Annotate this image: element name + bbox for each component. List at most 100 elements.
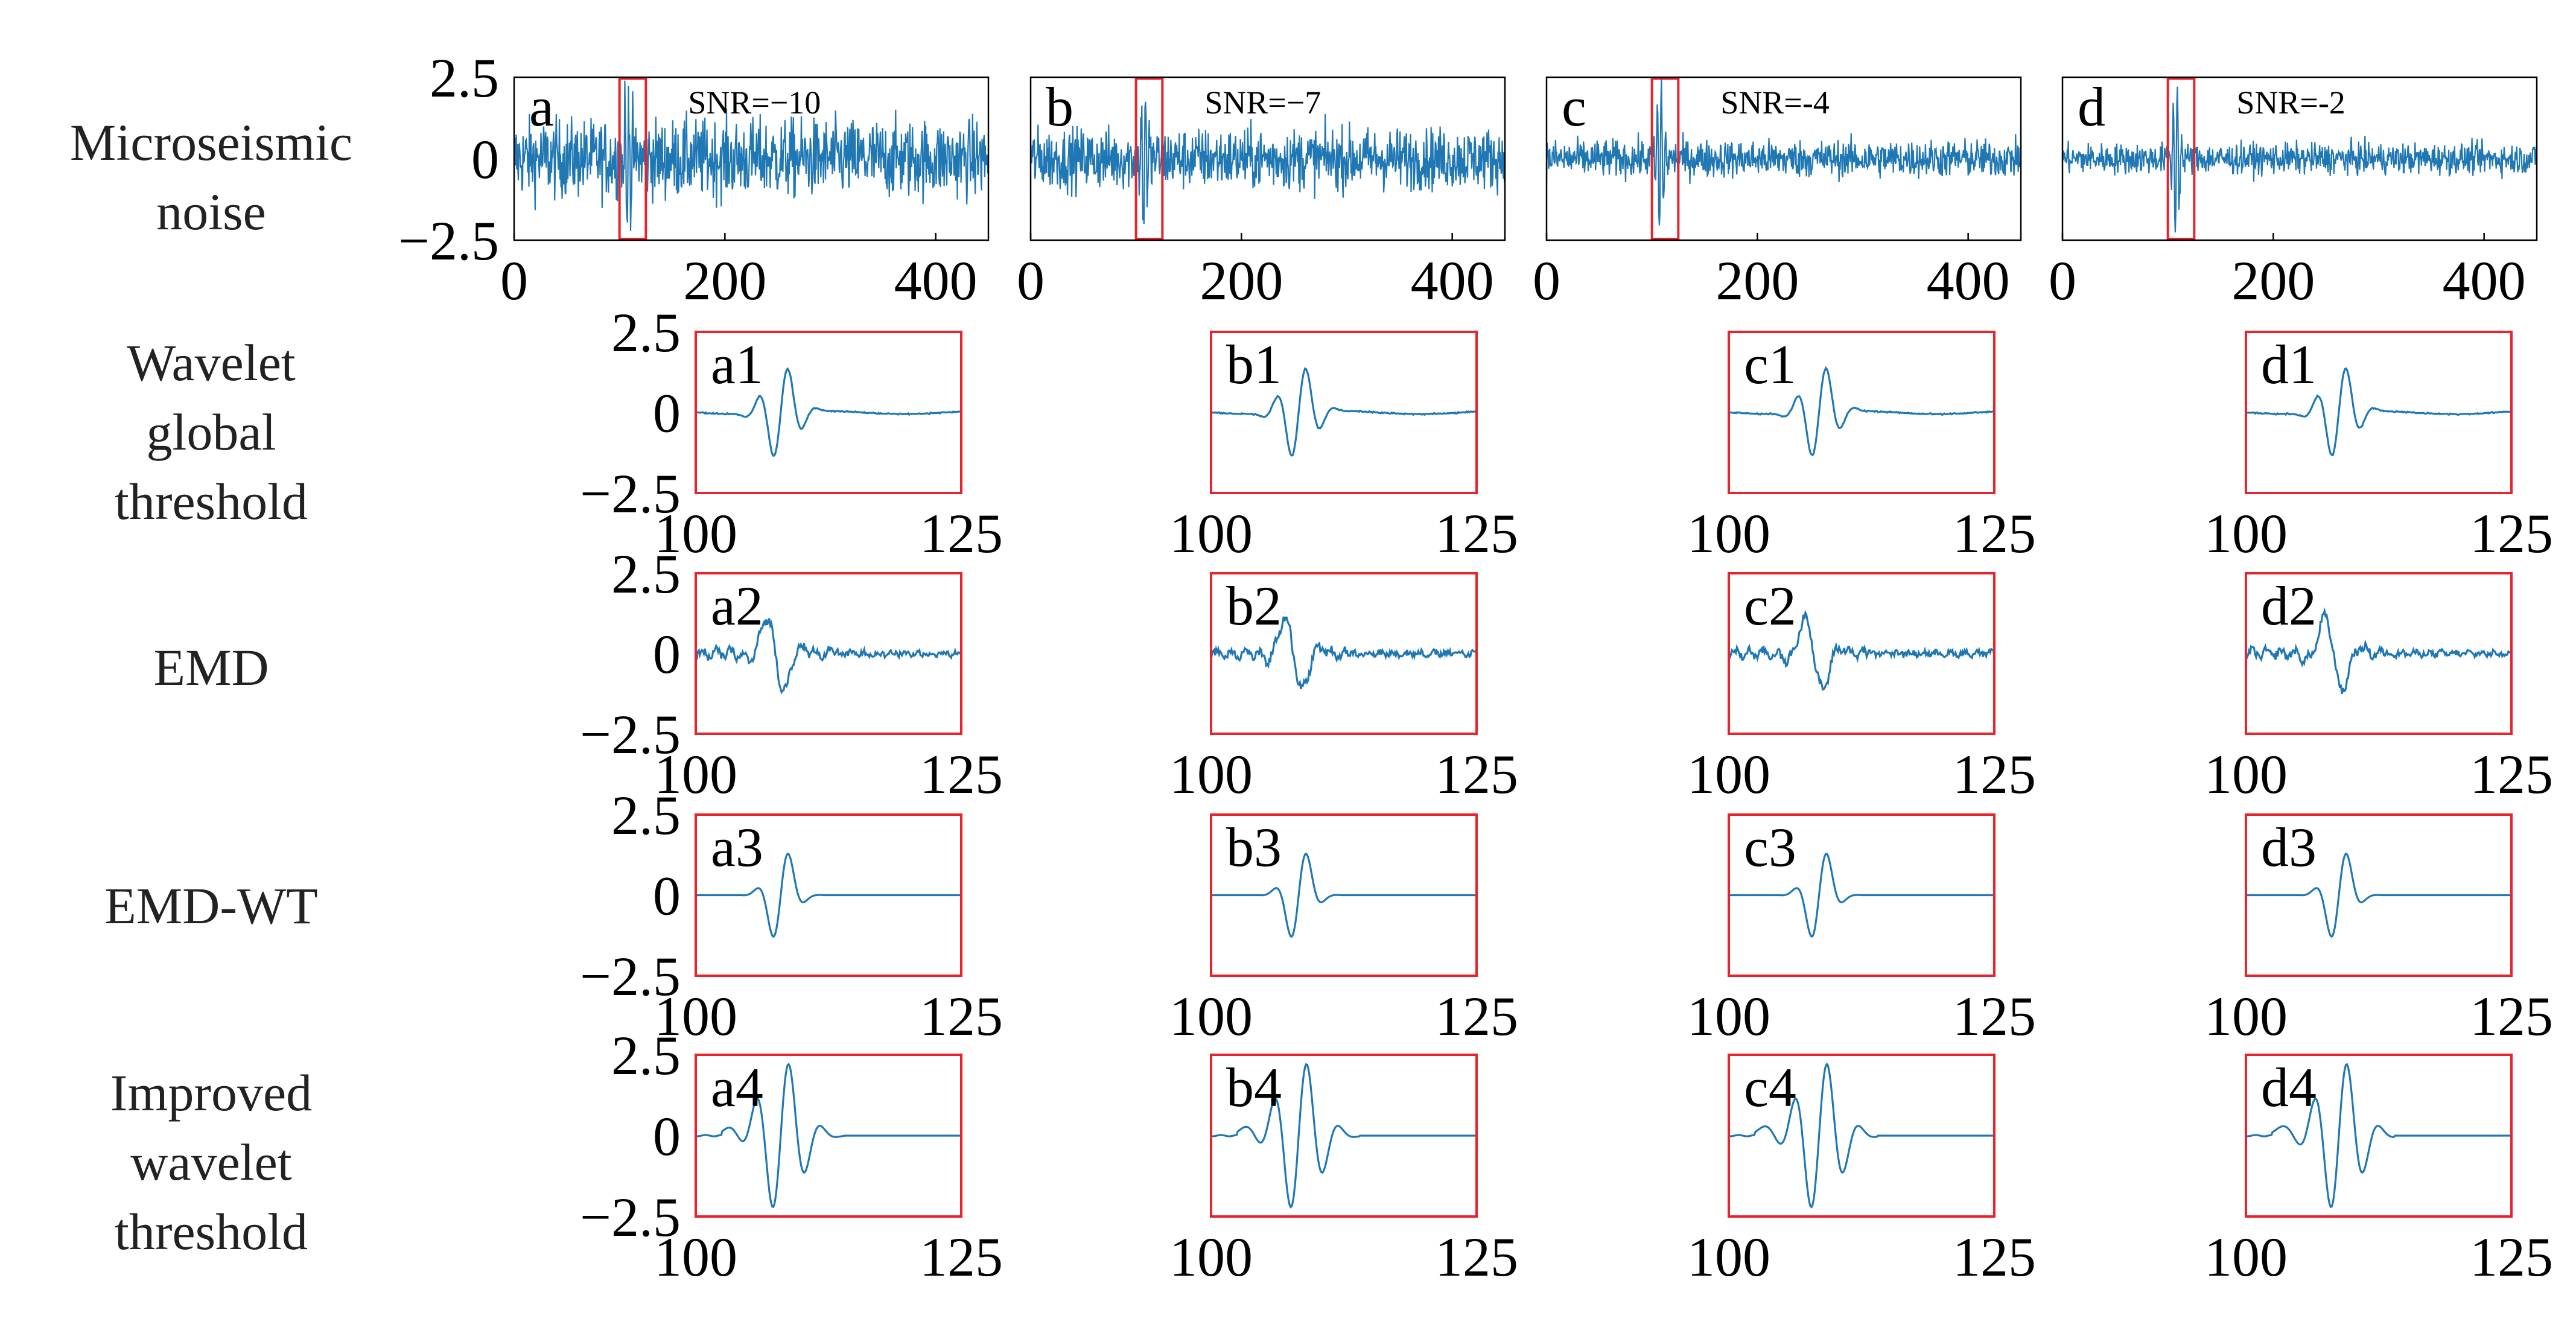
zoom-y-tick-label-a4-0: 0 [653,1105,681,1167]
row-label-improved-line-3: threshold [115,1203,308,1261]
panel-label-a4: a4 [711,1057,763,1118]
panel-label-a1: a1 [711,334,763,395]
zoom-panel-b2: b2 100 125 [1169,572,1518,805]
zoom-x-tick-label-b1-100: 100 [1169,503,1253,564]
panel-letter-b: b [1046,76,1073,138]
zoom-y-tick-label-a3-2.5: 2.5 [611,784,681,846]
zoom-y-tick-label-a2-0: 0 [653,623,681,685]
zoom-trace-b3 [1211,852,1477,938]
noise-x-tick-label-d-200: 200 [2231,250,2315,311]
zoom-x-tick-label-b3-100: 100 [1169,985,1253,1047]
zoom-frame-d2 [2245,572,2513,735]
zoom-frame-a4 [695,1054,962,1218]
snr-label-b: SNR=−7 [1204,84,1321,121]
noise-trace-b [1029,101,1506,224]
zoom-x-tick-label-c3-100: 100 [1687,985,1770,1047]
zoom-frame-b3 [1210,813,1478,977]
panel-label-b4: b4 [1226,1057,1282,1118]
zoom-panel-b4: b4 100 125 [1169,1054,1518,1288]
noise-x-tick-label-d-0: 0 [2049,250,2076,311]
zoom-panel-b3: b3 100 125 [1169,813,1518,1047]
zoom-trace-a1 [695,367,962,457]
zoom-trace-c4 [1728,1062,1994,1209]
panel-label-c1: c1 [1744,334,1796,395]
row-labels: Microseismic noise Wavelet global threshold E… [70,113,352,1261]
noise-axes-frame-c [1545,76,2022,241]
zoom-frame-a3 [695,813,962,977]
noise-x-tick-label-c-0: 0 [1533,250,1560,311]
zoom-panel-c3: c3 100 125 [1687,813,2036,1047]
snr-label-a: SNR=−10 [688,84,821,121]
zoom-trace-b4 [1210,1063,1477,1209]
zoom-y-tick-label-a4--2.5: −2.5 [580,1186,681,1248]
zoom-panel-a4: a4 100 125 2.5 0 −2.5 [580,1025,1003,1288]
snr-label-d: SNR=-2 [2236,84,2345,121]
highlight-window-b [1134,77,1164,240]
panel-label-a2: a2 [711,575,763,637]
panel-letter-a: a [529,76,554,138]
noise-x-tick-label-c-400: 400 [1927,250,2010,311]
zoom-frame-b4 [1210,1054,1478,1218]
zoom-y-tick-label-a3--2.5: −2.5 [580,946,681,1007]
panel-label-b1: b1 [1226,334,1282,395]
zoom-y-tick-label-a4-2.5: 2.5 [611,1025,681,1086]
noise-panel-c: c SNR=-4 0 200 400 [1533,76,2022,311]
zoom-x-tick-label-b4-125: 125 [1435,1226,1518,1288]
panel-label-d4: d4 [2261,1057,2317,1118]
zoom-trace-d1 [2245,367,2512,457]
noise-x-tick-label-a-400: 400 [894,250,978,311]
noise-panel-d: d SNR=-2 0 200 400 [2049,76,2538,311]
zoom-frame-d4 [2245,1054,2513,1218]
zoom-frame-b1 [1210,331,1478,494]
zoom-x-tick-label-c3-125: 125 [1953,985,2036,1047]
zoom-frame-d1 [2245,331,2513,494]
zoom-trace-d2 [2245,607,2513,695]
zoom-x-tick-label-d1-125: 125 [2470,503,2553,564]
zoom-trace-d4 [2245,1063,2511,1209]
panel-label-d1: d1 [2261,334,2317,395]
row-label-improved-line-2: wavelet [130,1133,292,1191]
zoom-x-tick-label-d1-100: 100 [2204,503,2288,564]
zoom-trace-b1 [1210,367,1477,457]
highlight-window-c [1650,77,1680,240]
zoom-trace-b2 [1210,616,1478,690]
zoom-frame-b2 [1210,572,1478,735]
noise-x-tick-label-a-200: 200 [683,250,766,311]
zoom-panel-d2: d2 100 125 [2204,572,2553,805]
panel-letter-d: d [2078,76,2105,138]
zoom-trace-c2 [1728,609,1996,691]
zoom-trace-c3 [1729,853,1994,938]
zoom-y-tick-label-a1--2.5: −2.5 [580,463,681,524]
zoom-x-tick-label-d3-125: 125 [2470,985,2553,1047]
highlight-window-d [2166,77,2196,240]
snr-label-c: SNR=-4 [1720,84,1829,121]
zoom-frame-c2 [1728,572,1996,735]
panel-label-b3: b3 [1226,816,1282,878]
zoom-panel-d1: d1 100 125 [2204,331,2553,564]
zoom-frame-c1 [1728,331,1996,494]
noise-axes-frame-b [1029,76,1506,241]
zoom-x-tick-label-a3-100: 100 [654,985,737,1047]
panel-letter-c: c [1562,76,1586,138]
zoom-x-tick-label-a4-100: 100 [654,1226,737,1288]
zoom-panel-b1: b1 100 125 [1169,331,1518,564]
zoom-trace-a4 [695,1063,961,1208]
panel-label-d3: d3 [2261,816,2317,878]
panel-label-c3: c3 [1744,816,1796,878]
noise-y-tick-label--2.5: −2.5 [398,210,499,272]
zoom-x-tick-label-a2-100: 100 [654,743,737,805]
row-label-emd-wt-line-1: EMD-WT [104,877,317,935]
zoom-x-tick-label-c4-125: 125 [1953,1226,2036,1288]
zoom-x-tick-label-c1-100: 100 [1687,503,1770,564]
zoom-x-tick-label-b2-125: 125 [1435,743,1518,805]
zoom-x-tick-label-d4-125: 125 [2470,1226,2553,1288]
zoom-x-tick-label-b1-125: 125 [1435,503,1518,564]
zoom-x-tick-label-b3-125: 125 [1435,985,1518,1047]
zoom-x-tick-label-a2-125: 125 [920,743,1003,805]
row-label-emd-line-1: EMD [153,638,269,696]
noise-x-tick-label-b-400: 400 [1411,250,1494,311]
zoom-trace-a3 [696,853,961,938]
highlight-window-a [618,77,647,240]
